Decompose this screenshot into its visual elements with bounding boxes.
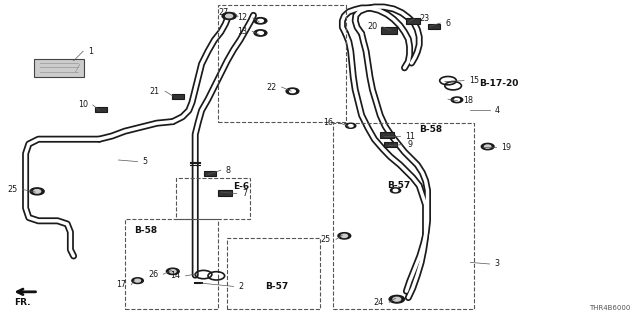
Bar <box>428 24 440 29</box>
Bar <box>204 171 216 176</box>
Text: 27: 27 <box>218 8 228 17</box>
Text: 13: 13 <box>237 27 247 36</box>
Circle shape <box>348 124 353 127</box>
Text: 15: 15 <box>469 76 479 85</box>
Bar <box>384 142 397 147</box>
Circle shape <box>451 97 463 103</box>
Text: 10: 10 <box>77 100 88 109</box>
Circle shape <box>222 12 236 20</box>
Text: 17: 17 <box>116 280 126 289</box>
Text: 24: 24 <box>374 298 384 307</box>
Circle shape <box>346 123 356 128</box>
Text: 20: 20 <box>367 22 378 31</box>
Circle shape <box>166 268 179 275</box>
Circle shape <box>393 297 401 301</box>
Bar <box>227 238 320 309</box>
Bar <box>218 190 232 196</box>
Circle shape <box>290 90 296 93</box>
Circle shape <box>170 270 176 273</box>
Circle shape <box>454 99 460 101</box>
Bar <box>125 219 218 309</box>
Text: 1: 1 <box>88 47 93 56</box>
Text: 2: 2 <box>239 282 244 291</box>
Text: 25: 25 <box>321 235 331 244</box>
Bar <box>172 94 184 99</box>
Bar <box>95 107 107 112</box>
Text: THR4B6000: THR4B6000 <box>589 305 630 311</box>
Bar <box>218 5 346 122</box>
Text: FR.: FR. <box>14 298 31 307</box>
Text: 9: 9 <box>407 140 412 149</box>
Text: 25: 25 <box>7 185 17 194</box>
Circle shape <box>257 19 264 22</box>
Circle shape <box>393 189 398 192</box>
Text: 22: 22 <box>266 83 276 92</box>
Text: 6: 6 <box>445 19 451 28</box>
Text: B-57: B-57 <box>266 282 289 291</box>
Text: 5: 5 <box>143 157 148 166</box>
Circle shape <box>254 30 267 36</box>
Bar <box>381 27 397 34</box>
Text: 8: 8 <box>226 166 231 175</box>
Circle shape <box>484 145 491 148</box>
Bar <box>333 123 474 309</box>
Text: 18: 18 <box>463 96 473 105</box>
Text: 3: 3 <box>495 260 500 268</box>
Circle shape <box>341 234 348 237</box>
Text: B-17-20: B-17-20 <box>479 79 518 88</box>
Circle shape <box>286 88 299 94</box>
Bar <box>406 18 420 24</box>
Text: 26: 26 <box>148 270 158 279</box>
Bar <box>380 132 394 138</box>
Circle shape <box>390 188 401 193</box>
Circle shape <box>30 188 44 195</box>
Circle shape <box>389 295 404 303</box>
Circle shape <box>481 143 494 150</box>
Text: E-6: E-6 <box>234 182 250 191</box>
Circle shape <box>135 279 141 282</box>
Text: 7: 7 <box>242 189 247 198</box>
Text: 16: 16 <box>323 118 333 127</box>
Circle shape <box>34 189 41 193</box>
Text: B-58: B-58 <box>134 226 157 235</box>
Text: 14: 14 <box>170 271 180 280</box>
Text: 11: 11 <box>405 132 415 140</box>
Circle shape <box>254 18 267 24</box>
Text: 12: 12 <box>237 13 248 22</box>
Circle shape <box>257 31 264 35</box>
FancyBboxPatch shape <box>34 59 84 77</box>
Text: 19: 19 <box>501 143 511 152</box>
Circle shape <box>226 14 233 18</box>
Bar <box>176 178 250 219</box>
Text: 23: 23 <box>419 14 429 23</box>
Text: 4: 4 <box>495 106 500 115</box>
Text: 21: 21 <box>150 87 160 96</box>
Circle shape <box>132 278 143 284</box>
Text: B-57: B-57 <box>387 181 410 190</box>
Text: B-58: B-58 <box>419 125 442 134</box>
Circle shape <box>338 233 351 239</box>
